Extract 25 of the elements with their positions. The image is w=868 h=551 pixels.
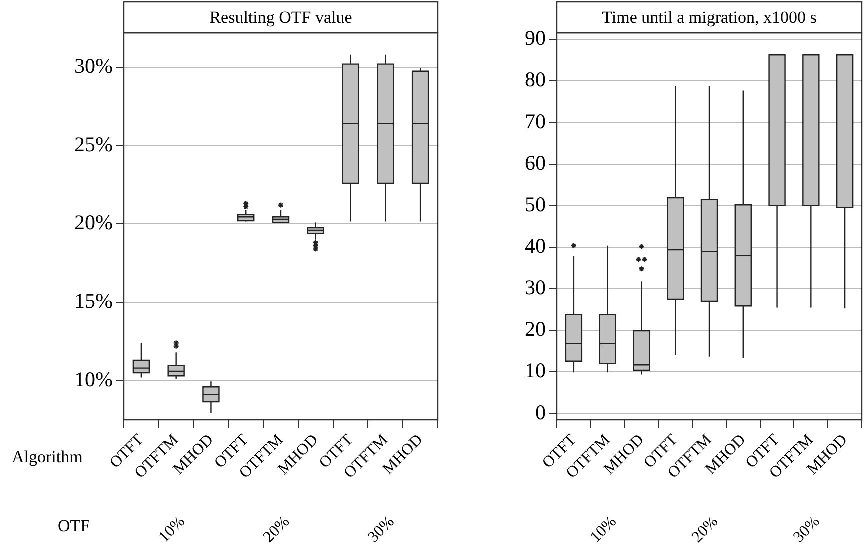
text: 20% bbox=[260, 513, 294, 546]
y-tick-label: 10% bbox=[74, 367, 113, 392]
y-tick-label: 80 bbox=[525, 68, 546, 92]
y-tick-label: 70 bbox=[525, 109, 546, 134]
y-tick-label: 20 bbox=[525, 317, 546, 342]
text: OTF bbox=[58, 516, 90, 536]
y-tick-label: 60 bbox=[525, 150, 546, 175]
y-tick-label: 25% bbox=[74, 132, 113, 156]
text: 20% bbox=[688, 513, 722, 546]
y-tick-label: 50 bbox=[525, 192, 546, 216]
y-tick-label: 15% bbox=[74, 289, 113, 314]
y-tick-label: 40 bbox=[525, 234, 546, 258]
text: 30% bbox=[790, 513, 824, 546]
chart-title: Time until a migration, x1000 s bbox=[602, 8, 817, 27]
text: 30% bbox=[365, 513, 398, 546]
chart-title: Resulting OTF value bbox=[210, 8, 352, 27]
text: 10% bbox=[587, 513, 620, 546]
text: 10% bbox=[156, 513, 189, 546]
y-tick-label: 10 bbox=[525, 358, 546, 383]
y-tick-label: 20% bbox=[74, 210, 113, 235]
y-tick-label: 0 bbox=[536, 400, 546, 424]
y-tick-label: 30% bbox=[74, 54, 113, 78]
x-axis-title: Algorithm bbox=[12, 447, 83, 466]
y-tick-label: 90 bbox=[525, 26, 546, 50]
y-tick-label: 30 bbox=[525, 276, 546, 300]
